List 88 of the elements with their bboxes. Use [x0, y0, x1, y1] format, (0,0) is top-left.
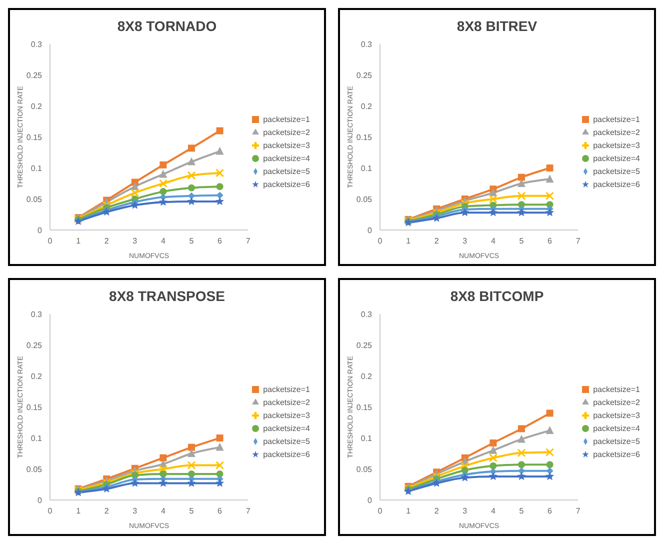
- x-tick-label: 2: [434, 506, 440, 516]
- x-tick-label: 3: [462, 506, 468, 516]
- y-tick-label: 0.15: [356, 132, 373, 142]
- legend-label: packetsize=2: [593, 398, 640, 407]
- x-tick-label: 0: [48, 506, 53, 516]
- x-tick-label: 7: [576, 506, 581, 516]
- y-tick-label: 0.25: [356, 70, 373, 80]
- x-tick-label: 3: [132, 236, 138, 246]
- x-tick-label: 6: [548, 506, 553, 516]
- y-tick-label: 0.25: [356, 340, 373, 350]
- y-tick-label: 0.2: [30, 102, 43, 111]
- x-tick-label: 5: [189, 506, 194, 516]
- legend-label: packetsize=3: [593, 141, 640, 150]
- y-tick-label: 0.25: [26, 340, 43, 350]
- x-tick-label: 5: [519, 236, 524, 246]
- chart-title: 8X8 TORNADO: [116, 17, 218, 36]
- y-tick-label: 0.1: [360, 164, 373, 173]
- x-tick-label: 7: [576, 236, 581, 246]
- legend-label: packetsize=2: [263, 128, 310, 137]
- y-tick-label: 0.25: [26, 70, 43, 80]
- legend-label: packetsize=6: [263, 180, 310, 189]
- y-tick-label: 0: [368, 496, 373, 505]
- y-tick-label: 0.3: [30, 40, 43, 49]
- y-tick-label: 0.05: [356, 464, 373, 474]
- legend-label: packetsize=4: [593, 424, 640, 433]
- legend-label: packetsize=6: [593, 450, 640, 459]
- x-tick-label: 2: [104, 236, 110, 246]
- y-tick-label: 0.15: [356, 402, 373, 412]
- x-tick-label: 0: [48, 236, 53, 246]
- legend-label: packetsize=3: [263, 411, 310, 420]
- legend-label: packetsize=1: [263, 115, 310, 124]
- x-tick-label: 0: [378, 236, 383, 246]
- x-tick-label: 7: [246, 506, 251, 516]
- y-tick-label: 0.05: [26, 464, 43, 474]
- legend-label: packetsize=1: [593, 385, 640, 394]
- y-tick-label: 0.3: [30, 310, 43, 319]
- legend-label: packetsize=5: [263, 167, 310, 176]
- legend-label: packetsize=4: [263, 154, 310, 163]
- x-tick-label: 4: [490, 506, 496, 516]
- x-tick-label: 5: [189, 236, 194, 246]
- y-tick-label: 0.1: [360, 434, 373, 443]
- x-tick-label: 6: [218, 236, 223, 246]
- x-tick-label: 5: [519, 506, 524, 516]
- x-tick-label: 2: [434, 236, 440, 246]
- x-tick-label: 1: [76, 236, 82, 246]
- y-tick-label: 0.2: [360, 372, 373, 381]
- y-tick-label: 0.05: [356, 194, 373, 204]
- legend-label: packetsize=3: [263, 141, 310, 150]
- legend-label: packetsize=1: [263, 385, 310, 394]
- y-tick-label: 0.2: [360, 102, 373, 111]
- y-tick-label: 0.15: [26, 402, 43, 412]
- x-tick-label: 4: [160, 506, 166, 516]
- x-tick-label: 3: [462, 236, 468, 246]
- x-tick-label: 7: [246, 236, 251, 246]
- x-tick-label: 1: [406, 506, 412, 516]
- y-tick-label: 0: [38, 226, 43, 235]
- chart-title: 8X8 BITREV: [456, 17, 538, 36]
- legend-label: packetsize=2: [263, 398, 310, 407]
- x-tick-label: 6: [548, 236, 553, 246]
- legend-label: packetsize=5: [263, 437, 310, 446]
- x-tick-label: 4: [160, 236, 166, 246]
- x-tick-label: 4: [490, 236, 496, 246]
- legend-label: packetsize=5: [593, 167, 640, 176]
- legend-label: packetsize=5: [593, 437, 640, 446]
- legend-label: packetsize=2: [593, 128, 640, 137]
- legend-label: packetsize=4: [593, 154, 640, 163]
- y-tick-label: 0: [38, 496, 43, 505]
- y-tick-label: 0.1: [30, 164, 43, 173]
- x-tick-label: 6: [218, 506, 223, 516]
- legend-label: packetsize=1: [593, 115, 640, 124]
- chart-title: 8X8 BITCOMP: [449, 287, 545, 306]
- y-tick-label: 0.2: [30, 372, 43, 381]
- y-tick-label: 0.15: [26, 132, 43, 142]
- y-tick-label: 0.3: [360, 40, 373, 49]
- chart-title: 8X8 TRANSPOSE: [108, 287, 226, 306]
- x-tick-label: 3: [132, 506, 138, 516]
- legend-label: packetsize=6: [263, 450, 310, 459]
- x-tick-label: 1: [406, 236, 412, 246]
- x-tick-label: 0: [378, 506, 383, 516]
- y-tick-label: 0.05: [26, 194, 43, 204]
- legend-label: packetsize=6: [593, 180, 640, 189]
- legend-label: packetsize=4: [263, 424, 310, 433]
- y-tick-label: 0.3: [360, 310, 373, 319]
- y-tick-label: 0.1: [30, 434, 43, 443]
- y-tick-label: 0: [368, 226, 373, 235]
- legend-label: packetsize=3: [593, 411, 640, 420]
- x-tick-label: 2: [104, 506, 110, 516]
- x-tick-label: 1: [76, 506, 82, 516]
